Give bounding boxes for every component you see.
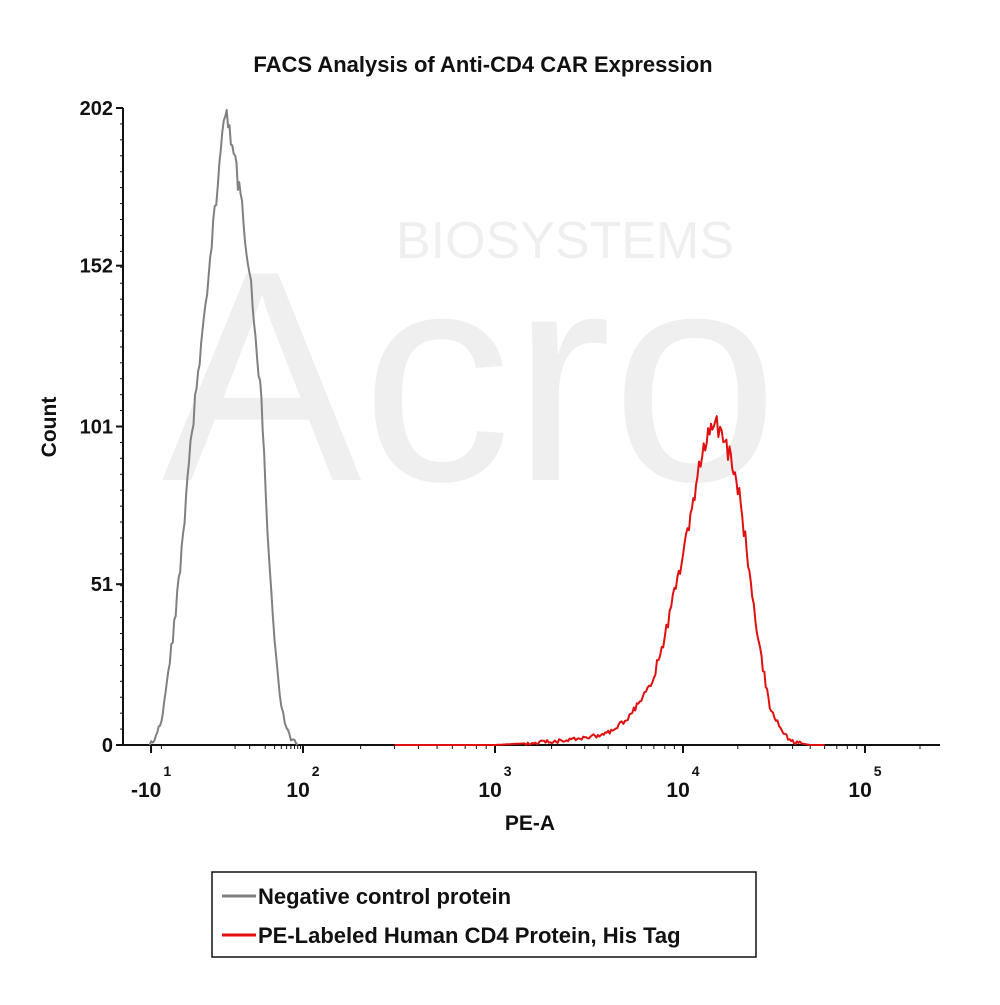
x-tick-exponent: 2	[312, 763, 320, 779]
acro-watermark: BIOSYSTEMS Acro	[162, 208, 779, 544]
y-tick-label: 0	[102, 735, 113, 757]
x-tick-base: 10	[478, 779, 501, 802]
legend-label-pe-cd4: PE-Labeled Human CD4 Protein, His Tag	[258, 923, 681, 948]
y-tick-label: 51	[91, 574, 113, 596]
legend: Negative control protein PE-Labeled Huma…	[211, 871, 757, 958]
x-tick-base: -10	[131, 779, 161, 802]
series-layer	[148, 109, 825, 746]
y-tick-label: 101	[80, 417, 113, 439]
x-tick-label: 102	[286, 763, 319, 802]
x-tick-label: 104	[666, 763, 699, 802]
x-tick-label: -101	[131, 763, 171, 802]
watermark-acro: Acro	[162, 208, 779, 544]
watermark-biosystems: BIOSYSTEMS	[396, 212, 734, 270]
x-tick-base: 10	[666, 779, 689, 802]
y-tick-label: 152	[80, 256, 113, 278]
series-line-pe-cd4	[394, 415, 825, 746]
x-tick-base: 10	[848, 779, 871, 802]
y-axis-label: Count	[38, 397, 61, 458]
chart-title: FACS Analysis of Anti-CD4 CAR Expression	[253, 52, 712, 77]
y-tick-label: 202	[80, 98, 113, 120]
x-tick-exponent: 3	[504, 763, 512, 779]
x-axis-label: PE-A	[505, 812, 555, 835]
x-tick-exponent: 1	[163, 763, 171, 779]
x-tick-label: 103	[478, 763, 511, 802]
legend-box	[211, 871, 757, 958]
series-line-negative-control	[148, 109, 299, 746]
y-axis-ticks: 0 51 101 152 202	[80, 98, 123, 757]
x-tick-base: 10	[286, 779, 309, 802]
x-tick-exponent: 4	[692, 763, 700, 779]
x-tick-label: 105	[848, 763, 881, 802]
legend-label-negative-control: Negative control protein	[258, 884, 511, 909]
x-tick-exponent: 5	[874, 763, 882, 779]
